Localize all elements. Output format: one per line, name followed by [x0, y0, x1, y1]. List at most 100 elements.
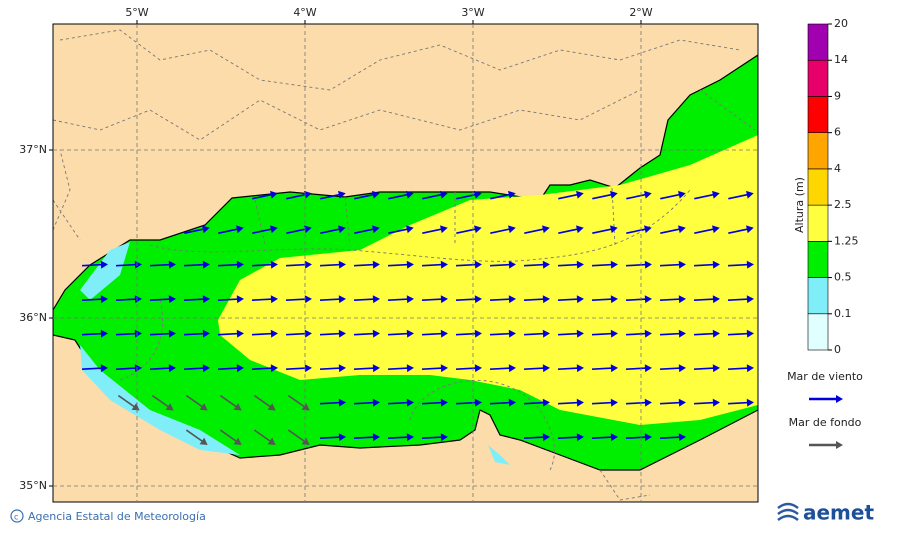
arrow: [489, 329, 516, 338]
arrow-head: [836, 441, 843, 449]
arrow-head: [746, 225, 754, 234]
colorbar-label: 0.1: [834, 307, 852, 320]
arrow: [319, 295, 346, 304]
arrow-head: [338, 225, 346, 234]
arrow-head: [610, 329, 618, 338]
arrow: [727, 364, 754, 373]
arrow-head: [610, 190, 618, 199]
arrow-head: [301, 437, 310, 445]
arrow: [388, 190, 414, 200]
arrow: [728, 190, 754, 200]
colorbar-bin: [807, 241, 829, 278]
arrow-head: [542, 295, 550, 304]
arrow: [217, 295, 244, 304]
arrow-head: [168, 329, 176, 338]
arrow: [727, 295, 754, 304]
arrow-head: [508, 190, 516, 199]
arrow: [217, 260, 244, 269]
arrow: [115, 329, 142, 338]
arrow-head: [610, 260, 618, 269]
arrow: [353, 433, 380, 442]
arrow: [251, 329, 278, 338]
arrow-head: [372, 364, 380, 373]
arrow: [115, 295, 142, 304]
arrow-head: [474, 398, 482, 407]
arrow: [625, 398, 652, 407]
arrow: [456, 190, 482, 200]
arrow-head: [338, 364, 346, 373]
arrow-head: [542, 329, 550, 338]
arrow: [421, 398, 448, 407]
arrow-head: [474, 190, 482, 199]
legend-label: Mar de viento: [787, 370, 863, 383]
arrow: [421, 295, 448, 304]
arrow: [422, 225, 448, 234]
arrow-head: [100, 260, 108, 269]
arrow-head: [406, 260, 414, 269]
arrow: [353, 364, 380, 373]
arrow-head: [474, 225, 482, 234]
arrow: [115, 260, 142, 269]
arrow: [591, 329, 618, 338]
map-frame: [52, 23, 759, 503]
arrow-head: [338, 260, 346, 269]
colorbar: 0 0.1 0.5 1.25 2.5 4 6 9 14 20: [807, 17, 859, 356]
lat-label: 35°N: [19, 479, 47, 492]
graticule: 5°W 4°W 3°W 2°W 37°N 36°N 35°N: [19, 6, 758, 502]
arrow-head: [270, 260, 278, 269]
arrow-head: [304, 225, 312, 234]
arrow-head: [338, 433, 346, 442]
arrow-head: [236, 364, 244, 373]
arrow-head: [644, 295, 652, 304]
arrow-head: [746, 398, 754, 407]
arrow: [557, 260, 584, 269]
arrow: [558, 190, 584, 200]
arrow-head: [644, 190, 652, 199]
arrow: [353, 260, 380, 269]
arrow-head: [440, 190, 448, 199]
lon-label: 4°W: [293, 6, 316, 19]
arrow-head: [746, 295, 754, 304]
lat-label: 36°N: [19, 311, 47, 324]
arrow: [253, 429, 276, 445]
arrow: [319, 260, 346, 269]
arrow: [659, 364, 686, 373]
arrow-head: [134, 329, 142, 338]
arrow-head: [267, 437, 276, 445]
arrow: [523, 433, 550, 442]
arrow: [693, 260, 720, 269]
arrow: [251, 260, 278, 269]
arrow-head: [610, 398, 618, 407]
arrow: [659, 260, 686, 269]
arrow-head: [746, 364, 754, 373]
arrow-head: [202, 364, 210, 373]
arrow-head: [508, 225, 516, 234]
arrow: [591, 260, 618, 269]
arrow-head: [542, 225, 550, 234]
arrow-head: [168, 295, 176, 304]
arrow: [455, 260, 482, 269]
arrow-head: [678, 329, 686, 338]
arrow: [728, 225, 754, 234]
arrow: [319, 433, 346, 442]
arrow-head: [270, 295, 278, 304]
arrow-head: [304, 329, 312, 338]
arrow: [81, 295, 108, 304]
arrow-head: [474, 295, 482, 304]
arrow: [727, 329, 754, 338]
arrow: [523, 329, 550, 338]
arrow-head: [836, 395, 843, 403]
arrow: [659, 295, 686, 304]
arrow: [183, 295, 210, 304]
arrow-head: [406, 225, 414, 234]
arrow: [591, 398, 618, 407]
arrow: [319, 329, 346, 338]
arrow-head: [474, 260, 482, 269]
arrow-head: [270, 329, 278, 338]
arrow: [149, 329, 176, 338]
arrow-head: [202, 225, 210, 234]
arrow-head: [576, 225, 584, 234]
arrow: [455, 398, 482, 407]
arrow: [149, 260, 176, 269]
arrow-head: [644, 433, 652, 442]
